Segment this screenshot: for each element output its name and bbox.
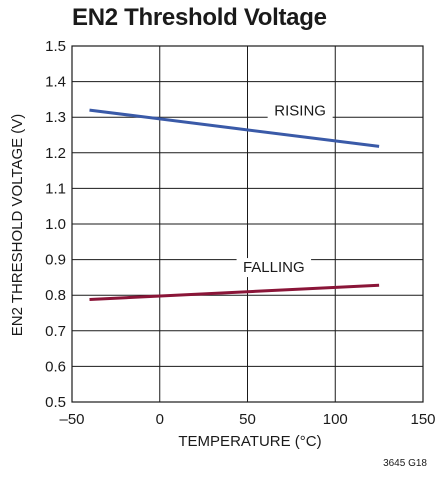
y-axis-label: EN2 THRESHOLD VOLTAGE (V) xyxy=(9,114,26,337)
series-line-falling xyxy=(89,283,380,301)
y-tick-label: 0.7 xyxy=(45,323,66,340)
series-label-rising: RISING xyxy=(274,102,326,119)
series-labels: RISING FALLING xyxy=(236,101,333,278)
y-tick-label: 0.9 xyxy=(45,252,66,269)
y-tick-label: 1.5 xyxy=(45,38,66,55)
x-tick-label: 50 xyxy=(239,411,256,428)
chart-title: EN2 Threshold Voltage xyxy=(72,4,327,31)
y-tick-label: 0.6 xyxy=(45,358,66,375)
series-label-bg xyxy=(236,258,312,278)
plot-border xyxy=(71,45,424,403)
series-label-falling: FALLING xyxy=(243,259,305,276)
x-tick-label: 0 xyxy=(156,411,164,428)
x-tick-labels: –50 0 50 100 150 xyxy=(59,411,435,428)
figure-id: 3645 G18 xyxy=(383,458,427,469)
y-tick-label: 1.4 xyxy=(45,74,66,91)
y-tick-label: 1.0 xyxy=(45,216,66,233)
x-tick-label: 100 xyxy=(323,411,348,428)
y-tick-labels: 0.5 0.6 0.7 0.8 0.9 1.0 1.1 1.2 1.3 1.4 1.5 xyxy=(45,38,66,411)
y-tick-label: 1.1 xyxy=(45,180,66,197)
grid-lines xyxy=(72,46,423,402)
x-axis-label: TEMPERATURE (°C) xyxy=(178,433,321,450)
x-tick-label: 150 xyxy=(410,411,435,428)
x-tick-label: –50 xyxy=(59,411,84,428)
y-tick-label: 0.8 xyxy=(45,287,66,304)
series-line-rising xyxy=(89,108,380,148)
y-tick-label: 1.2 xyxy=(45,145,66,162)
y-tick-label: 0.5 xyxy=(45,394,66,411)
plot-frame xyxy=(71,45,424,403)
y-tick-label: 1.3 xyxy=(45,109,66,126)
series-lines xyxy=(89,108,380,301)
series-label-bg xyxy=(267,101,333,121)
